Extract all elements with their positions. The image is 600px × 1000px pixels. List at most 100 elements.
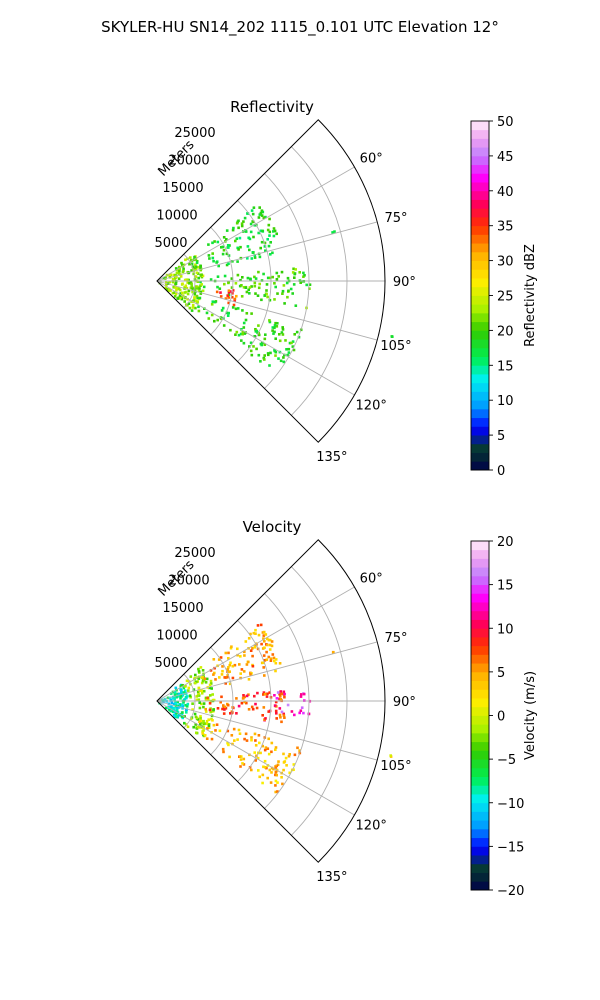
echo-2 bbox=[273, 282, 276, 285]
echo-0 bbox=[195, 260, 199, 263]
echo-3 bbox=[229, 712, 232, 715]
echo-0 bbox=[190, 269, 193, 272]
echo-5 bbox=[245, 312, 249, 315]
echo-5 bbox=[280, 776, 283, 779]
grid-spoke bbox=[156, 700, 378, 761]
echo-1 bbox=[181, 684, 184, 687]
echo-1 bbox=[231, 228, 235, 232]
echo-1 bbox=[209, 710, 212, 714]
echo-5 bbox=[255, 754, 258, 758]
echo-5 bbox=[205, 737, 209, 740]
echo-2 bbox=[270, 644, 274, 648]
echo-0 bbox=[190, 285, 193, 288]
radial-tick-label: 25000 bbox=[174, 546, 215, 561]
colorbar-segment bbox=[471, 759, 489, 769]
colorbar-segment bbox=[471, 698, 489, 708]
echo-1 bbox=[259, 229, 263, 233]
echo-2 bbox=[213, 671, 216, 675]
colorbar-segment bbox=[471, 147, 489, 157]
echo-0 bbox=[176, 692, 179, 696]
echo-3 bbox=[279, 716, 282, 719]
echo-1 bbox=[263, 245, 267, 248]
echo-1 bbox=[207, 723, 211, 726]
echo-5 bbox=[254, 330, 258, 333]
echo-3 bbox=[275, 712, 278, 715]
echo-2 bbox=[294, 304, 298, 307]
echo-3 bbox=[280, 720, 283, 724]
echo-1 bbox=[216, 240, 220, 244]
echo-5 bbox=[282, 761, 286, 764]
echo-2 bbox=[270, 640, 274, 643]
echo-1 bbox=[275, 232, 278, 236]
echo-3 bbox=[223, 705, 227, 709]
echo-2 bbox=[291, 292, 294, 295]
echo-0 bbox=[194, 258, 197, 261]
echo-1 bbox=[227, 262, 230, 265]
colorbar-segment bbox=[471, 863, 489, 873]
echo-0 bbox=[201, 274, 205, 278]
colorbar-segment bbox=[471, 602, 489, 612]
echo-5 bbox=[287, 351, 291, 354]
echo-0 bbox=[191, 288, 194, 291]
echo-1 bbox=[251, 212, 255, 216]
echo-1 bbox=[250, 257, 254, 260]
echo-0 bbox=[172, 291, 176, 295]
colorbar-segment bbox=[471, 671, 489, 682]
colorbar-tick-label: 10 bbox=[497, 622, 514, 637]
echo-1 bbox=[198, 706, 202, 710]
colorbar-segment bbox=[471, 251, 489, 262]
echo-5 bbox=[291, 345, 295, 348]
echo-0 bbox=[165, 281, 168, 285]
echo-1 bbox=[240, 222, 244, 225]
colorbar-segment bbox=[471, 811, 489, 821]
echo-0 bbox=[175, 288, 178, 292]
echo-2 bbox=[274, 285, 277, 289]
echo-5 bbox=[258, 775, 261, 779]
colorbar-tick-label: −20 bbox=[497, 884, 524, 899]
echo-5 bbox=[254, 744, 258, 747]
echo-0 bbox=[176, 711, 180, 714]
echo-1 bbox=[260, 240, 264, 244]
echo-1 bbox=[209, 679, 213, 683]
colorbar-segment bbox=[471, 382, 489, 392]
echo-0 bbox=[177, 706, 181, 709]
echo-5 bbox=[281, 782, 284, 786]
echo-0 bbox=[190, 309, 194, 312]
echo-3 bbox=[251, 707, 255, 711]
colorbar-segment bbox=[471, 785, 489, 795]
colorbar-segment bbox=[471, 164, 489, 174]
echo-2 bbox=[263, 659, 267, 662]
echo-1 bbox=[189, 695, 192, 699]
echo-0 bbox=[194, 299, 198, 303]
echo-5 bbox=[263, 337, 267, 341]
echo-5 bbox=[239, 332, 243, 336]
echo-2 bbox=[265, 658, 269, 661]
echo-0 bbox=[195, 287, 199, 290]
polar-panel-reflectivity: Reflectivity 5000 10000 15000 20000 25000 60° 7… bbox=[154, 98, 538, 479]
echo-3 bbox=[221, 707, 224, 711]
echo-5 bbox=[242, 326, 246, 329]
echo-5 bbox=[273, 349, 276, 352]
echo-5 bbox=[268, 768, 272, 772]
echo-5 bbox=[211, 300, 215, 303]
echo-5 bbox=[255, 347, 258, 351]
echo-5 bbox=[270, 766, 274, 770]
colorbar-tick-label: 0 bbox=[497, 710, 505, 725]
echo-2 bbox=[305, 283, 308, 287]
colorbar-segment bbox=[471, 391, 489, 401]
echo-2 bbox=[224, 651, 228, 655]
echo-1 bbox=[237, 248, 240, 251]
echo-0 bbox=[184, 284, 188, 287]
echo-0 bbox=[179, 697, 182, 700]
echo-1 bbox=[243, 216, 247, 220]
echo-2 bbox=[256, 294, 260, 297]
echo-3 bbox=[206, 696, 209, 700]
echo-0 bbox=[174, 282, 178, 285]
echo-4 bbox=[276, 691, 280, 694]
echo-0 bbox=[184, 708, 188, 712]
echo-2 bbox=[250, 285, 253, 288]
radial-tick-label: 5000 bbox=[154, 656, 187, 671]
echo-2 bbox=[308, 283, 312, 286]
echo-2 bbox=[199, 280, 202, 284]
echo-2 bbox=[292, 283, 296, 286]
